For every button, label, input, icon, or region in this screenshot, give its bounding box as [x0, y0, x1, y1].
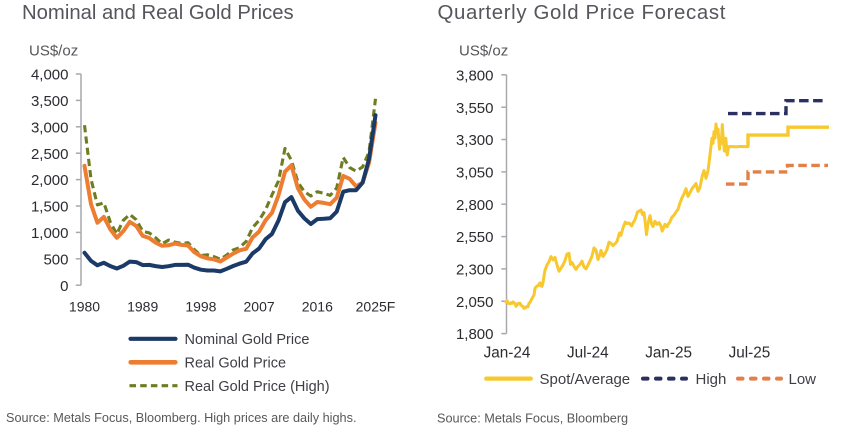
svg-text:US$/oz: US$/oz — [29, 43, 78, 60]
svg-text:Jan-24: Jan-24 — [484, 345, 531, 362]
svg-text:Nominal and Real Gold Prices: Nominal and Real Gold Prices — [22, 2, 294, 24]
svg-text:Jul-25: Jul-25 — [729, 345, 771, 362]
svg-text:Jul-24: Jul-24 — [567, 345, 609, 362]
svg-text:4,000: 4,000 — [31, 67, 69, 84]
svg-text:1,000: 1,000 — [31, 225, 69, 242]
svg-text:1989: 1989 — [127, 299, 158, 315]
svg-text:2,300: 2,300 — [456, 262, 494, 279]
svg-text:Source: Metals Focus, Bloomber: Source: Metals Focus, Bloomberg — [437, 411, 628, 425]
svg-text:2016: 2016 — [302, 299, 333, 315]
svg-text:Nominal Gold Price: Nominal Gold Price — [185, 332, 310, 348]
svg-text:2007: 2007 — [244, 299, 275, 315]
svg-text:US$/oz: US$/oz — [459, 43, 508, 60]
svg-text:Real Gold Price (High): Real Gold Price (High) — [185, 379, 330, 395]
svg-text:3,300: 3,300 — [456, 132, 494, 149]
svg-text:0: 0 — [60, 278, 68, 295]
svg-text:2,050: 2,050 — [456, 294, 494, 311]
svg-text:Quarterly Gold Price Forecast: Quarterly Gold Price Forecast — [438, 2, 727, 24]
svg-text:2,500: 2,500 — [31, 146, 69, 163]
svg-text:3,500: 3,500 — [31, 93, 69, 110]
svg-text:3,050: 3,050 — [456, 165, 494, 182]
svg-text:1,800: 1,800 — [456, 326, 494, 343]
svg-text:3,800: 3,800 — [456, 67, 494, 84]
svg-text:Real Gold Price: Real Gold Price — [185, 356, 287, 372]
svg-text:2025F: 2025F — [356, 299, 396, 315]
svg-text:3,000: 3,000 — [31, 119, 69, 136]
svg-text:1,500: 1,500 — [31, 199, 69, 216]
svg-text:500: 500 — [43, 251, 68, 268]
svg-text:Low: Low — [789, 371, 817, 388]
svg-text:Source: Metals Focus, Bloomber: Source: Metals Focus, Bloomberg. High pr… — [6, 411, 356, 425]
svg-text:1998: 1998 — [185, 299, 216, 315]
svg-text:3,550: 3,550 — [456, 100, 494, 117]
svg-text:Spot/Average: Spot/Average — [540, 371, 631, 388]
svg-text:High: High — [696, 371, 727, 388]
svg-text:2,000: 2,000 — [31, 172, 69, 189]
svg-text:2,550: 2,550 — [456, 229, 494, 246]
svg-text:2,800: 2,800 — [456, 197, 494, 214]
svg-text:1980: 1980 — [69, 299, 100, 315]
svg-text:Jan-25: Jan-25 — [645, 345, 692, 362]
